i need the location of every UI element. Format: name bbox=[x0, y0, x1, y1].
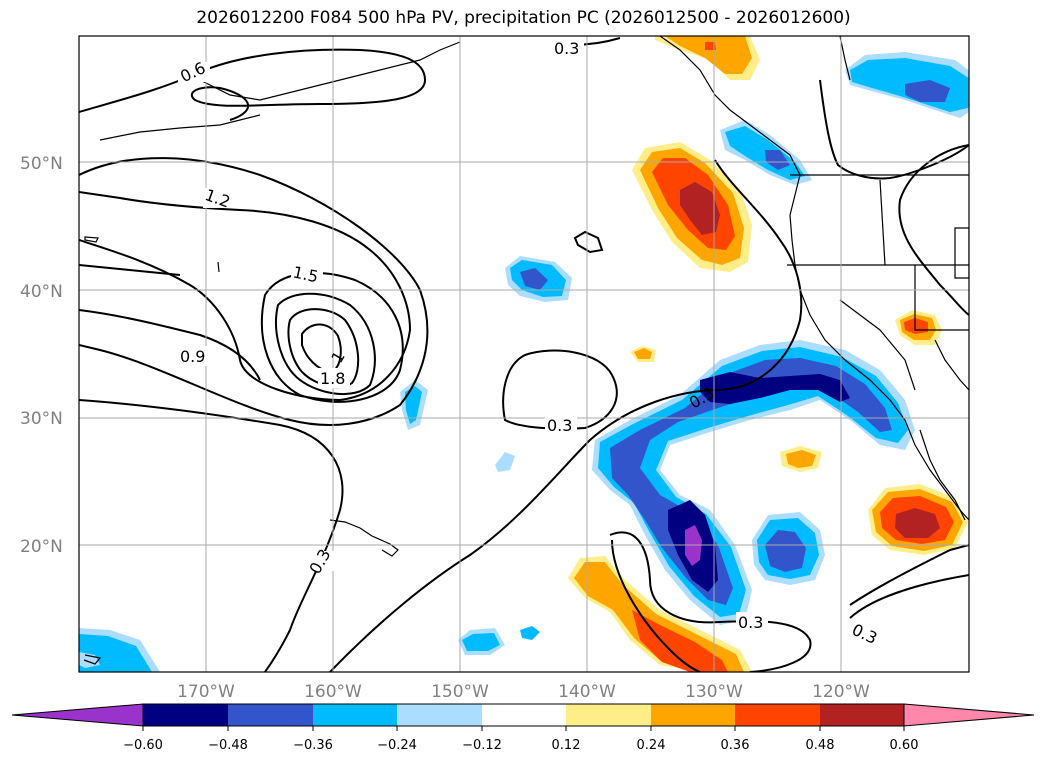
pv-contours bbox=[79, 37, 969, 672]
colorbar-tick-4: −0.24 bbox=[377, 738, 417, 753]
contour-labels: 0.6 1.2 1.5 0.9 1 1.8 0.3 0.3 0.3 0.3 0.… bbox=[177, 38, 883, 648]
lon-label-130w: 130°W bbox=[685, 682, 743, 702]
colorbar-tick-2: −0.48 bbox=[208, 738, 248, 753]
lon-label-160w: 160°W bbox=[304, 682, 362, 702]
contour-0.9 bbox=[79, 191, 412, 402]
colorbar-segment-2 bbox=[228, 704, 313, 726]
lat-label-20n: 20°N bbox=[20, 537, 63, 557]
contour-label-1.8: 1.8 bbox=[320, 369, 345, 388]
colorbar-segment-8 bbox=[735, 704, 820, 726]
lon-label-120w: 120°W bbox=[812, 682, 870, 702]
contour-0.3 bbox=[79, 399, 344, 672]
contour-1.5 bbox=[261, 271, 404, 403]
colorbar-segment-1 bbox=[143, 704, 228, 726]
colorbar-segment-5 bbox=[482, 704, 566, 726]
latitude-labels: 50°N 40°N 30°N 20°N bbox=[20, 154, 63, 557]
colorbar-tick-10: 0.60 bbox=[890, 738, 919, 753]
colorbar-tick-7: 0.24 bbox=[637, 738, 666, 753]
lat-label-30n: 30°N bbox=[20, 409, 63, 429]
colorbar-extend-max bbox=[903, 703, 1035, 727]
colorbar-tick-1: −0.60 bbox=[123, 738, 163, 753]
contour-label-0.3-b: 0.3 bbox=[547, 416, 572, 435]
colorbar-tick-8: 0.36 bbox=[721, 738, 750, 753]
colorbar-tick-6: 0.12 bbox=[552, 738, 581, 753]
contour-1.8 bbox=[301, 323, 342, 374]
lat-label-40n: 40°N bbox=[20, 282, 63, 302]
colorbar-segment-4 bbox=[397, 704, 482, 726]
colorbar-segment-7 bbox=[651, 704, 735, 726]
gridlines bbox=[79, 36, 969, 672]
longitude-labels: 170°W 160°W 150°W 140°W 130°W 120°W bbox=[177, 682, 870, 702]
colorbar-segment-9 bbox=[820, 704, 904, 726]
coastlines bbox=[83, 36, 969, 665]
colorbar-tick-9: 0.48 bbox=[806, 738, 835, 753]
lat-label-50n: 50°N bbox=[20, 154, 63, 174]
contour-label-0.3-a: 0.3 bbox=[554, 39, 579, 58]
contour-label-0.3-e: 0.3 bbox=[738, 613, 763, 632]
colorbar-tick-3: −0.36 bbox=[293, 738, 333, 753]
map-frame bbox=[78, 35, 970, 673]
colorbar-segment-6 bbox=[566, 704, 651, 726]
colorbar-extend-min bbox=[11, 703, 144, 727]
contour-1.2 bbox=[79, 157, 429, 426]
chart-title: 2026012200 F084 500 hPa PV, precipitatio… bbox=[196, 8, 851, 28]
contour-label-1.5: 1.5 bbox=[291, 262, 320, 286]
lon-label-140w: 140°W bbox=[558, 682, 616, 702]
colorbar-segment-3 bbox=[313, 704, 397, 726]
lon-label-170w: 170°W bbox=[177, 682, 235, 702]
colorbar: −0.60 −0.48 −0.36 −0.24 −0.12 0.12 0.24 … bbox=[11, 703, 1035, 753]
colorbar-tick-5: −0.12 bbox=[462, 738, 502, 753]
lon-label-150w: 150°W bbox=[431, 682, 489, 702]
contour-label-0.9: 0.9 bbox=[180, 347, 205, 366]
